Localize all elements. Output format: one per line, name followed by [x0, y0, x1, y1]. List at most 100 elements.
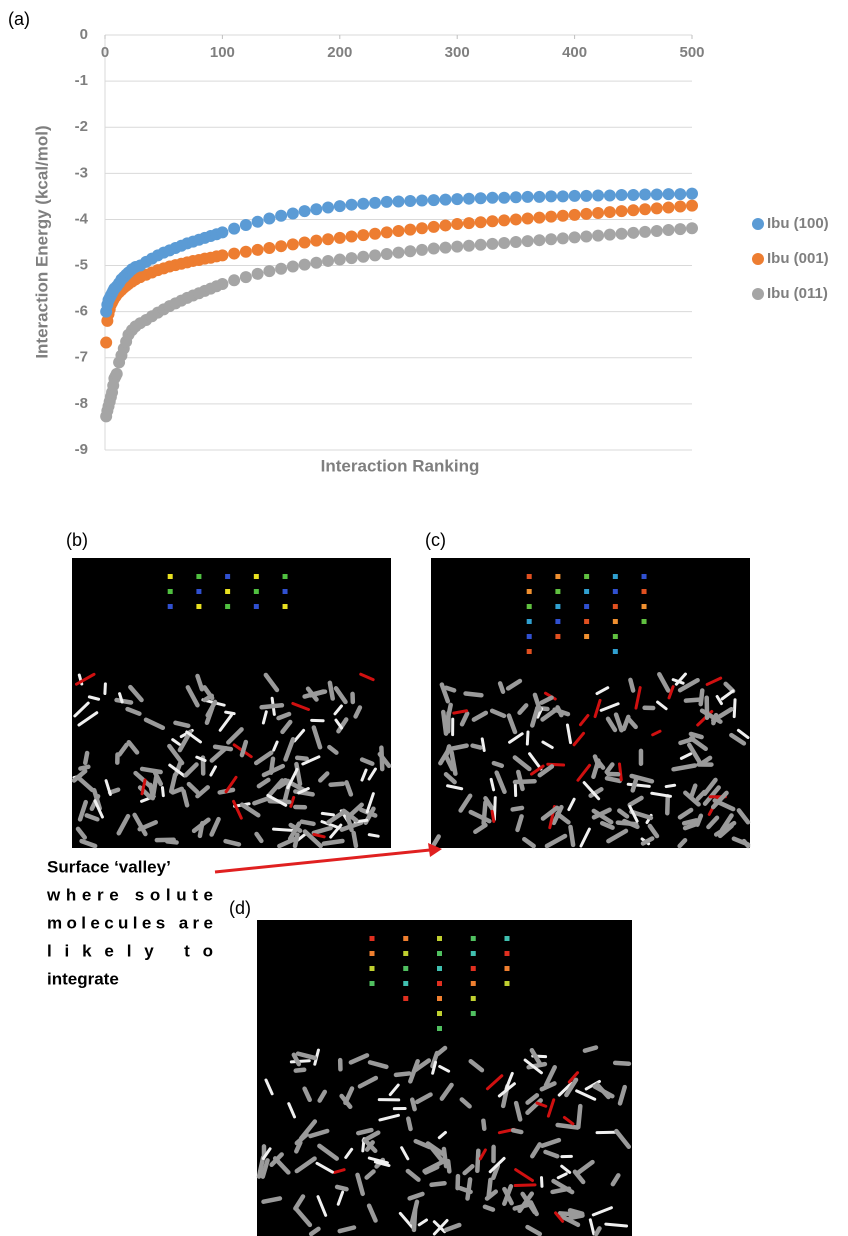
color-dot: [470, 981, 476, 986]
bond: [202, 685, 215, 701]
x-tick-label: 400: [562, 44, 587, 61]
bond: [329, 823, 343, 839]
bond: [132, 812, 148, 837]
bond: [126, 739, 140, 755]
bond: [617, 1084, 627, 1106]
bond: [377, 751, 392, 769]
bond: [591, 808, 614, 825]
bond: [364, 1140, 375, 1152]
bond: [315, 1161, 334, 1174]
bond: [640, 836, 655, 846]
bond: [525, 730, 530, 746]
point: [486, 237, 499, 250]
bond: [316, 1195, 328, 1217]
bond: [336, 717, 349, 734]
bond: [294, 1207, 313, 1228]
bond: [578, 713, 590, 727]
point: [462, 192, 475, 205]
bond: [677, 677, 700, 693]
bond: [326, 809, 347, 825]
bond: [539, 695, 554, 705]
bond: [277, 836, 298, 849]
color-dot: [369, 951, 375, 956]
bond: [443, 1222, 462, 1233]
bond: [209, 816, 221, 837]
bond: [232, 799, 243, 820]
bond: [559, 1214, 581, 1228]
bond: [556, 1172, 568, 1180]
point: [545, 190, 558, 203]
bond: [617, 808, 630, 819]
y-tick-label: 0: [80, 26, 88, 43]
bond: [76, 775, 95, 793]
bond: [365, 792, 375, 814]
bond: [582, 781, 601, 801]
bond: [74, 672, 96, 686]
bond: [168, 772, 178, 794]
bond: [173, 761, 183, 777]
color-dot: [253, 604, 259, 609]
legend-label: Ibu (011): [767, 285, 828, 302]
bond: [167, 743, 185, 766]
bond: [87, 695, 101, 701]
bond: [679, 752, 693, 760]
bond: [504, 1071, 514, 1091]
bond: [195, 673, 205, 692]
bond: [118, 692, 124, 704]
color-dot: [555, 619, 561, 624]
bond: [400, 1146, 410, 1161]
bond: [562, 1115, 575, 1126]
color-dot: [369, 981, 375, 986]
bond: [588, 1218, 596, 1236]
point: [333, 231, 346, 244]
point: [451, 240, 464, 253]
bond: [520, 1191, 537, 1215]
bond: [360, 768, 368, 782]
bond: [83, 750, 90, 766]
color-dot: [196, 589, 202, 594]
point: [615, 205, 628, 218]
color-dot: [253, 589, 259, 594]
point: [486, 215, 499, 228]
point: [322, 233, 335, 246]
point: [333, 253, 346, 266]
bond: [409, 1097, 417, 1112]
point: [298, 236, 311, 249]
point: [592, 229, 605, 242]
bond: [364, 1169, 376, 1180]
x-tick-label: 300: [445, 44, 470, 61]
color-dot: [504, 936, 510, 941]
bond: [272, 740, 279, 752]
bond: [195, 755, 207, 763]
color-dot: [526, 634, 532, 639]
point: [392, 224, 405, 237]
bond: [261, 710, 268, 725]
bond: [651, 729, 662, 737]
bond: [471, 710, 489, 722]
bond: [564, 1077, 579, 1098]
bond: [294, 1140, 303, 1154]
bond: [567, 797, 576, 812]
bond: [512, 779, 537, 785]
bond: [513, 1183, 537, 1188]
point: [404, 245, 417, 258]
color-dot: [555, 604, 561, 609]
color-dot: [403, 936, 409, 941]
y-tick-label: -9: [75, 441, 88, 458]
bond: [462, 1164, 475, 1176]
bond: [613, 712, 624, 733]
bond: [294, 1132, 309, 1146]
point: [639, 225, 652, 238]
bond: [366, 1203, 378, 1223]
bond: [463, 691, 484, 698]
bond: [530, 706, 540, 728]
point: [380, 195, 393, 208]
point: [345, 198, 358, 211]
bond: [294, 1156, 317, 1174]
bond: [128, 684, 144, 703]
point: [239, 271, 252, 284]
point: [639, 188, 652, 201]
color-dot: [584, 619, 590, 624]
bond: [458, 793, 473, 813]
bond: [133, 770, 154, 790]
